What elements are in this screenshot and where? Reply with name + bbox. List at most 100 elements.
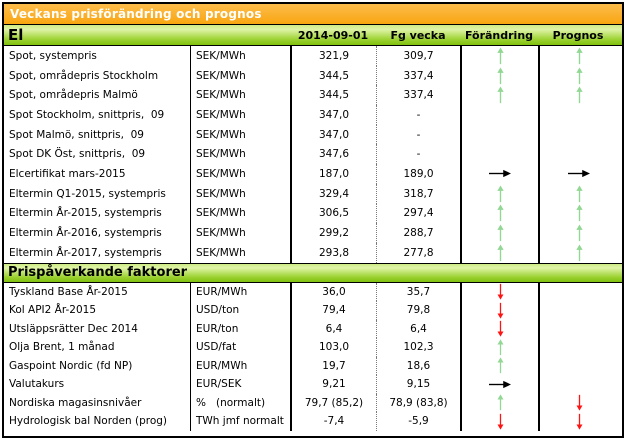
row-label: Kol API2 År-2015: [9, 304, 97, 317]
previous-value: -5,9: [376, 412, 460, 431]
previous-value: 318,7: [376, 183, 460, 204]
up-arrow-icon: [495, 66, 506, 85]
down-arrow-icon: [495, 413, 506, 430]
table-row: Kol API2 År-2015 USD/ton 79,4 79,8: [4, 301, 622, 320]
down-arrow-icon: [574, 413, 585, 430]
row-unit: SEK/MWh: [190, 144, 290, 165]
previous-value: 189,0: [376, 164, 460, 184]
row-label: Eltermin År-2017, systempris: [9, 246, 162, 259]
row-unit: SEK/MWh: [190, 124, 290, 145]
change-arrow-cell: [460, 412, 538, 431]
down-arrow-icon: [495, 283, 506, 300]
previous-value: 309,7: [376, 46, 460, 66]
table-row: Eltermin År-2016, systempris SEK/MWh 299…: [4, 223, 622, 243]
change-arrow-cell: [460, 319, 538, 339]
report-title: Veckans prisförändring och prognos: [10, 7, 262, 21]
current-value: 329,4: [290, 183, 376, 204]
table-row: Tyskland Base År-2015 EUR/MWh 36,0 35,7: [4, 282, 622, 302]
row-unit: EUR/MWh: [190, 282, 290, 302]
table-row: Hydrologisk bal Norden (prog) TWh jmf no…: [4, 412, 622, 431]
row-label: Utsläppsrätter Dec 2014: [9, 322, 138, 335]
change-arrow-cell: [460, 375, 538, 394]
row-unit: SEK/MWh: [190, 183, 290, 204]
change-arrow-cell: [460, 203, 538, 224]
current-value: 6,4: [290, 319, 376, 339]
previous-value: 297,4: [376, 203, 460, 224]
table-row: Gaspoint Nordic (fd NP) EUR/MWh 19,7 18,…: [4, 356, 622, 376]
up-arrow-icon: [495, 244, 506, 262]
down-arrow-icon: [495, 302, 506, 319]
table-row: Eltermin År-2017, systempris SEK/MWh 293…: [4, 242, 622, 263]
row-unit: SEK/MWh: [190, 242, 290, 263]
forecast-arrow-cell: [538, 164, 618, 184]
previous-value: 6,4: [376, 319, 460, 339]
row-unit: SEK/MWh: [190, 164, 290, 184]
forecast-arrow-cell: [538, 242, 618, 263]
current-value: 187,0: [290, 164, 376, 184]
section-title-factors: Prispåverkande faktorer: [8, 265, 188, 281]
up-arrow-icon: [574, 185, 585, 203]
forecast-arrow-cell: [538, 144, 618, 165]
column-header-forecast: Prognos: [552, 28, 604, 42]
change-arrow-cell: [460, 46, 538, 66]
forecast-arrow-cell: [538, 105, 618, 125]
forecast-arrow-cell: [538, 282, 618, 302]
row-label: Eltermin Q1-2015, systempris: [9, 187, 166, 200]
right-arrow-icon: [488, 379, 512, 390]
up-arrow-icon: [574, 47, 585, 65]
change-arrow-cell: [460, 65, 538, 86]
change-arrow-cell: [460, 393, 538, 413]
current-value: 9,21: [290, 375, 376, 394]
previous-value: 288,7: [376, 223, 460, 243]
forecast-arrow-cell: [538, 338, 618, 357]
row-label: Nordiska magasinsnivåer: [9, 396, 142, 409]
row-unit: EUR/MWh: [190, 356, 290, 376]
current-value: 347,0: [290, 105, 376, 125]
table-row: Spot Malmö, snittpris, 09 SEK/MWh 347,0 …: [4, 124, 622, 145]
previous-value: -: [376, 105, 460, 125]
change-arrow-cell: [460, 301, 538, 320]
up-arrow-icon: [495, 357, 506, 374]
previous-value: -: [376, 144, 460, 165]
row-unit: TWh jmf normalt: [190, 412, 290, 431]
up-arrow-icon: [574, 204, 585, 222]
current-value: 79,4: [290, 301, 376, 320]
table-row: Nordiska magasinsnivåer % (normalt) 79,7…: [4, 393, 622, 413]
current-value: 299,2: [290, 223, 376, 243]
forecast-arrow-cell: [538, 46, 618, 66]
forecast-arrow-cell: [538, 375, 618, 394]
section-title-el: El: [8, 26, 24, 44]
current-value: 79,7 (85,2): [290, 393, 376, 413]
change-arrow-cell: [460, 85, 538, 106]
table-row: Spot, systempris SEK/MWh 321,9 309,7: [4, 46, 622, 66]
forecast-arrow-cell: [538, 319, 618, 339]
table-row: Spot Stockholm, snittpris, 09 SEK/MWh 34…: [4, 105, 622, 125]
previous-value: 78,9 (83,8): [376, 393, 460, 413]
forecast-arrow-cell: [538, 356, 618, 376]
forecast-arrow-cell: [538, 183, 618, 204]
row-unit: % (normalt): [190, 393, 290, 413]
row-label: Hydrologisk bal Norden (prog): [9, 415, 168, 428]
current-value: -7,4: [290, 412, 376, 431]
table-row: Spot DK Öst, snittpris, 09 SEK/MWh 347,6…: [4, 144, 622, 165]
previous-value: 337,4: [376, 65, 460, 86]
previous-value: 35,7: [376, 282, 460, 302]
change-arrow-cell: [460, 164, 538, 184]
row-unit: USD/ton: [190, 301, 290, 320]
row-label: Spot, områdepris Stockholm: [9, 69, 159, 82]
row-label: Tyskland Base År-2015: [9, 285, 128, 298]
current-value: 344,5: [290, 85, 376, 106]
up-arrow-icon: [495, 394, 506, 411]
previous-value: 79,8: [376, 301, 460, 320]
current-value: 103,0: [290, 338, 376, 357]
row-label: Elcertifikat mars-2015: [9, 167, 126, 180]
forecast-arrow-cell: [538, 203, 618, 224]
previous-value: 102,3: [376, 338, 460, 357]
row-unit: USD/fat: [190, 338, 290, 357]
forecast-arrow-cell: [538, 393, 618, 413]
row-label: Eltermin År-2016, systempris: [9, 227, 162, 240]
up-arrow-icon: [495, 86, 506, 104]
up-arrow-icon: [574, 224, 585, 242]
row-unit: SEK/MWh: [190, 65, 290, 86]
row-label: Valutakurs: [9, 378, 65, 391]
